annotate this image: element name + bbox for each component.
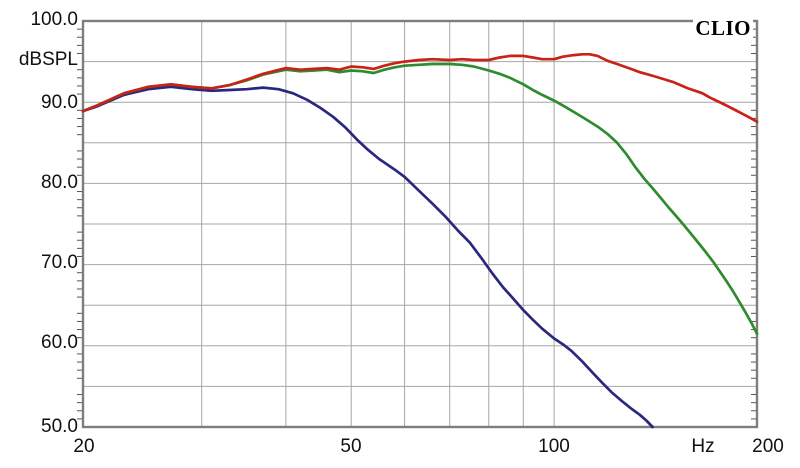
y-tick-label-100: 100.0 bbox=[30, 9, 78, 30]
y-tick-label-50: 50.0 bbox=[41, 416, 78, 437]
x-tick-label-50: 50 bbox=[340, 436, 362, 457]
x-tick-label-100: 100 bbox=[538, 436, 570, 457]
y-tick-label-70: 70.0 bbox=[41, 252, 78, 273]
x-tick-label-200: 200 bbox=[752, 436, 784, 457]
y-tick-label-90: 90.0 bbox=[41, 92, 78, 113]
clio-logo: CLIO bbox=[693, 16, 753, 41]
y-tick-label-80: 80.0 bbox=[41, 172, 78, 193]
y-tick-label-60: 60.0 bbox=[41, 332, 78, 353]
x-tick-label-20: 20 bbox=[73, 436, 95, 457]
x-axis-unit-label: Hz bbox=[691, 436, 715, 457]
y-axis-unit-label: dBSPL bbox=[18, 49, 78, 70]
